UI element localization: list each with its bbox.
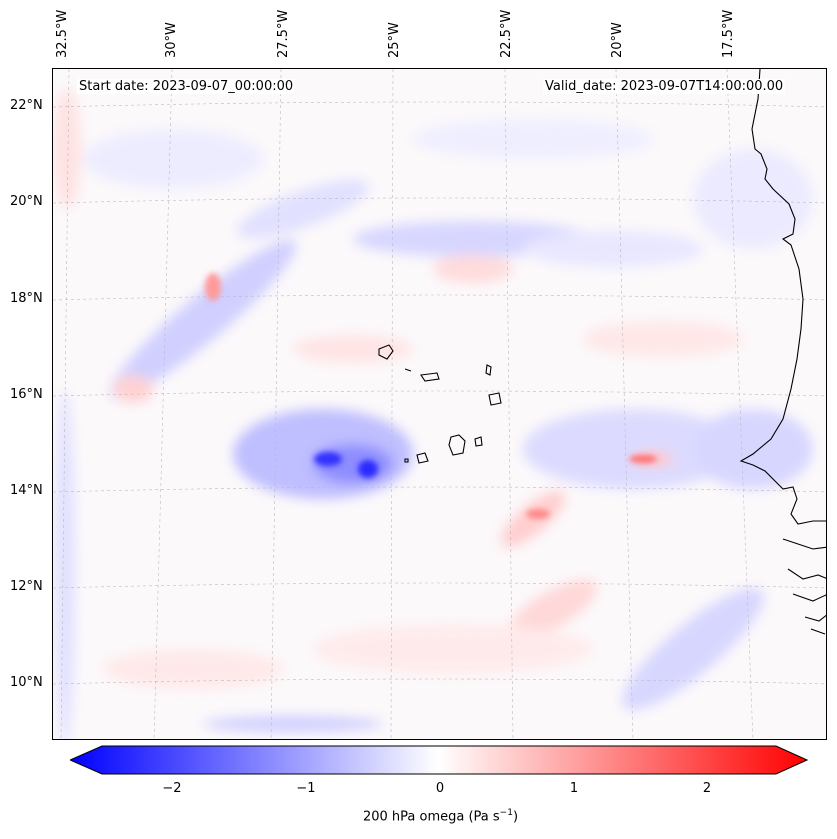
start-date-label: Start date: 2023-09-07_00:00:00 — [77, 79, 296, 94]
lat-label-20n: 20°N — [10, 194, 43, 209]
lat-label-18n: 18°N — [10, 291, 43, 306]
omega-patch — [433, 255, 513, 283]
omega-patch — [583, 321, 743, 357]
meridian-27-5w — [270, 69, 282, 739]
omega-patch — [203, 716, 383, 732]
colorbar-tick-neg2: −2 — [162, 781, 182, 796]
parallel-14n — [53, 486, 826, 493]
santiago-island — [448, 434, 466, 456]
parallel-20n — [53, 197, 826, 204]
colorbar-label-exponent: −1 — [499, 808, 513, 818]
omega-patch — [693, 409, 813, 489]
african-coastline — [739, 69, 826, 525]
lon-label-22-5w: 22.5°W — [499, 9, 514, 58]
graticule — [53, 69, 826, 739]
meridian-32-5w — [60, 69, 70, 739]
lat-label-10n: 10°N — [10, 675, 43, 690]
omega-core — [314, 452, 342, 466]
omega-patch — [622, 588, 764, 710]
meridian-17-5w — [726, 69, 754, 739]
lon-label-20w: 20°W — [610, 22, 625, 58]
lon-label-32-5w: 32.5°W — [55, 9, 70, 58]
colorbar-label: 200 hPa omega (Pa s−1) — [0, 808, 837, 824]
parallel-16n — [53, 390, 826, 397]
lon-label-27-5w: 27.5°W — [276, 9, 291, 58]
valid-date-label: Valid_date: 2023-09-07T14:00:00.00 — [543, 79, 786, 94]
parallel-22n — [53, 101, 826, 108]
brava-island — [404, 458, 409, 463]
omega-patch — [83, 129, 263, 189]
colorbar-body — [70, 745, 808, 775]
parallel-10n — [53, 678, 826, 685]
omega-patch — [693, 149, 813, 249]
omega-map — [52, 68, 827, 740]
sao-nicolau-island — [420, 372, 440, 382]
lat-label-12n: 12°N — [10, 579, 43, 594]
omega-patch — [508, 579, 598, 639]
parallel-18n — [53, 294, 826, 301]
omega-patch — [236, 179, 370, 239]
omega-cores — [205, 273, 657, 519]
omega-patch — [113, 375, 153, 403]
meridian-25w — [390, 69, 394, 739]
santo-antao-island — [378, 344, 394, 360]
omega-patch — [501, 491, 565, 547]
colorbar — [70, 745, 808, 775]
meridian-20w — [615, 69, 634, 739]
boa-vista-island — [488, 392, 502, 406]
omega-patch — [55, 389, 75, 739]
parallel-12n — [53, 582, 826, 589]
meridian-22-5w — [504, 69, 514, 739]
sao-vicente-island — [404, 368, 412, 372]
maio-island — [474, 436, 483, 447]
lon-label-30w: 30°W — [164, 22, 179, 58]
omega-patch — [293, 335, 413, 363]
colorbar-tick-neg1: −1 — [296, 781, 316, 796]
omega-patch — [313, 624, 593, 674]
omega-patch — [53, 89, 81, 209]
sal-island — [485, 364, 492, 376]
meridian-30w — [153, 69, 173, 739]
coastlines — [378, 69, 826, 635]
lat-label-14n: 14°N — [10, 483, 43, 498]
colorbar-label-text: 200 hPa omega (Pa s — [362, 809, 500, 825]
colorbar-tick-2: 2 — [702, 781, 712, 796]
omega-core — [205, 273, 221, 301]
fogo-island — [416, 452, 429, 464]
guinea-bissau-coast — [782, 538, 826, 635]
omega-patch — [413, 119, 653, 159]
omega-core — [358, 460, 378, 478]
omega-patch — [523, 409, 743, 489]
omega-core — [526, 509, 550, 519]
omega-core — [629, 455, 657, 463]
lon-label-25w: 25°W — [387, 22, 402, 58]
omega-patch — [109, 240, 297, 398]
colorbar-tick-1: 1 — [569, 781, 579, 796]
omega-patch — [523, 231, 703, 267]
lon-label-17-5w: 17.5°W — [721, 9, 736, 58]
omega-field-svg — [53, 69, 826, 739]
lat-label-16n: 16°N — [10, 387, 43, 402]
colorbar-label-close: ) — [512, 809, 519, 825]
omega-patch — [103, 649, 283, 689]
colorbar-tick-0: 0 — [435, 781, 445, 796]
lat-label-22n: 22°N — [10, 98, 43, 113]
